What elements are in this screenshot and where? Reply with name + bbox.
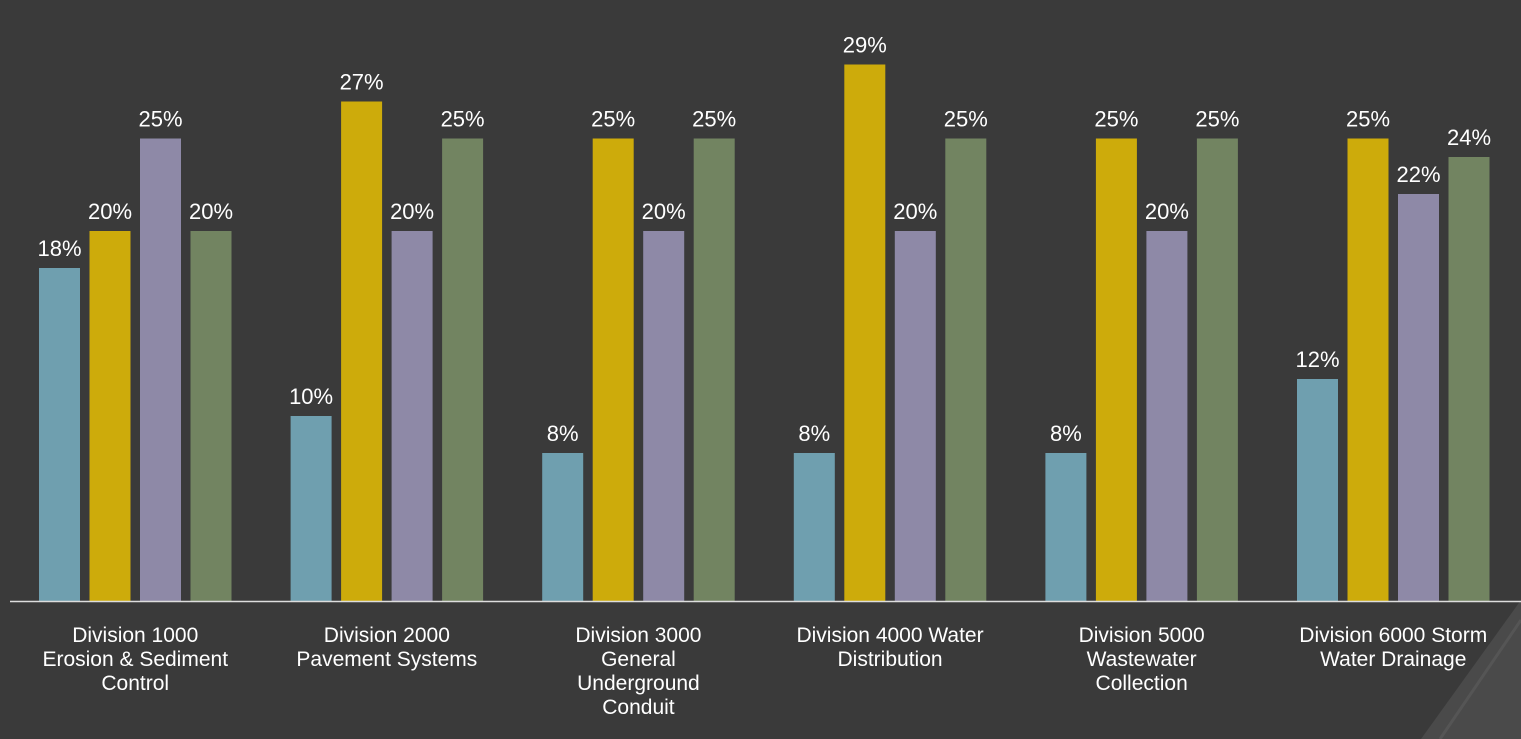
x-tick-label-6: Division 6000 Storm Water Drainage xyxy=(1299,624,1488,671)
data-label-s4-c6: 24% xyxy=(1447,125,1491,150)
bar-s3-c2 xyxy=(391,231,433,601)
bar-s1-c3 xyxy=(542,453,584,601)
bar-s4-c3 xyxy=(693,138,735,601)
data-label-s2-c1: 20% xyxy=(88,199,132,224)
bar-s3-c4 xyxy=(894,231,936,601)
bar-s2-c6 xyxy=(1347,138,1389,601)
data-label-s3-c2: 20% xyxy=(390,199,434,224)
data-label-s2-c6: 25% xyxy=(1346,107,1390,132)
data-label-s4-c2: 25% xyxy=(441,107,485,132)
background-corner-shape xyxy=(1421,600,1521,739)
data-label-s2-c5: 25% xyxy=(1094,107,1138,132)
x-tick-label-1: Division 1000 Erosion & Sediment Control xyxy=(42,624,229,695)
bar-s4-c1 xyxy=(190,231,232,601)
data-label-s1-c3: 8% xyxy=(547,421,579,446)
data-label-s1-c1: 18% xyxy=(37,236,81,261)
bar-s1-c6 xyxy=(1297,379,1338,601)
data-label-s2-c4: 29% xyxy=(843,33,887,58)
bar-s1-c5 xyxy=(1045,453,1087,601)
x-tick-label-2: Division 2000 Pavement Systems xyxy=(296,624,478,671)
bar-s3-c1 xyxy=(140,138,181,601)
bar-s3-c5 xyxy=(1146,231,1188,601)
x-tick-label-4: Division 4000 Water Distribution xyxy=(796,624,984,671)
data-label-s4-c1: 20% xyxy=(189,199,233,224)
bar-s2-c1 xyxy=(89,231,131,601)
data-label-s1-c6: 12% xyxy=(1295,347,1339,372)
bar-s2-c3 xyxy=(592,138,634,601)
data-label-s1-c4: 8% xyxy=(798,421,830,446)
bar-s3-c6 xyxy=(1398,194,1439,601)
data-label-s4-c5: 25% xyxy=(1195,107,1239,132)
data-label-s3-c1: 25% xyxy=(138,107,182,132)
data-label-s2-c2: 27% xyxy=(340,70,384,95)
bar-s4-c4 xyxy=(945,138,987,601)
data-label-s3-c3: 20% xyxy=(642,199,686,224)
bar-s2-c2 xyxy=(341,101,383,601)
background-corner-stroke xyxy=(1438,619,1521,739)
bar-s1-c1 xyxy=(39,268,80,601)
data-label-s3-c4: 20% xyxy=(893,199,937,224)
bar-s1-c4 xyxy=(793,453,835,601)
data-label-s3-c6: 22% xyxy=(1396,162,1440,187)
bar-s3-c3 xyxy=(643,231,685,601)
data-label-s4-c3: 25% xyxy=(692,107,736,132)
x-tick-label-5: Division 5000 Wastewater Collection xyxy=(1078,624,1205,695)
data-label-s1-c2: 10% xyxy=(289,384,333,409)
bar-s4-c6 xyxy=(1448,157,1490,601)
bar-s2-c4 xyxy=(844,64,886,601)
data-label-s2-c3: 25% xyxy=(591,107,635,132)
data-label-s1-c5: 8% xyxy=(1050,421,1082,446)
x-tick-label-3: Division 3000 General Underground Condui… xyxy=(575,624,702,719)
bar-s2-c5 xyxy=(1095,138,1137,601)
bar-s4-c5 xyxy=(1196,138,1238,601)
bar-s1-c2 xyxy=(290,416,332,601)
bar-s4-c2 xyxy=(442,138,484,601)
data-label-s4-c4: 25% xyxy=(944,107,988,132)
data-label-s3-c5: 20% xyxy=(1145,199,1189,224)
